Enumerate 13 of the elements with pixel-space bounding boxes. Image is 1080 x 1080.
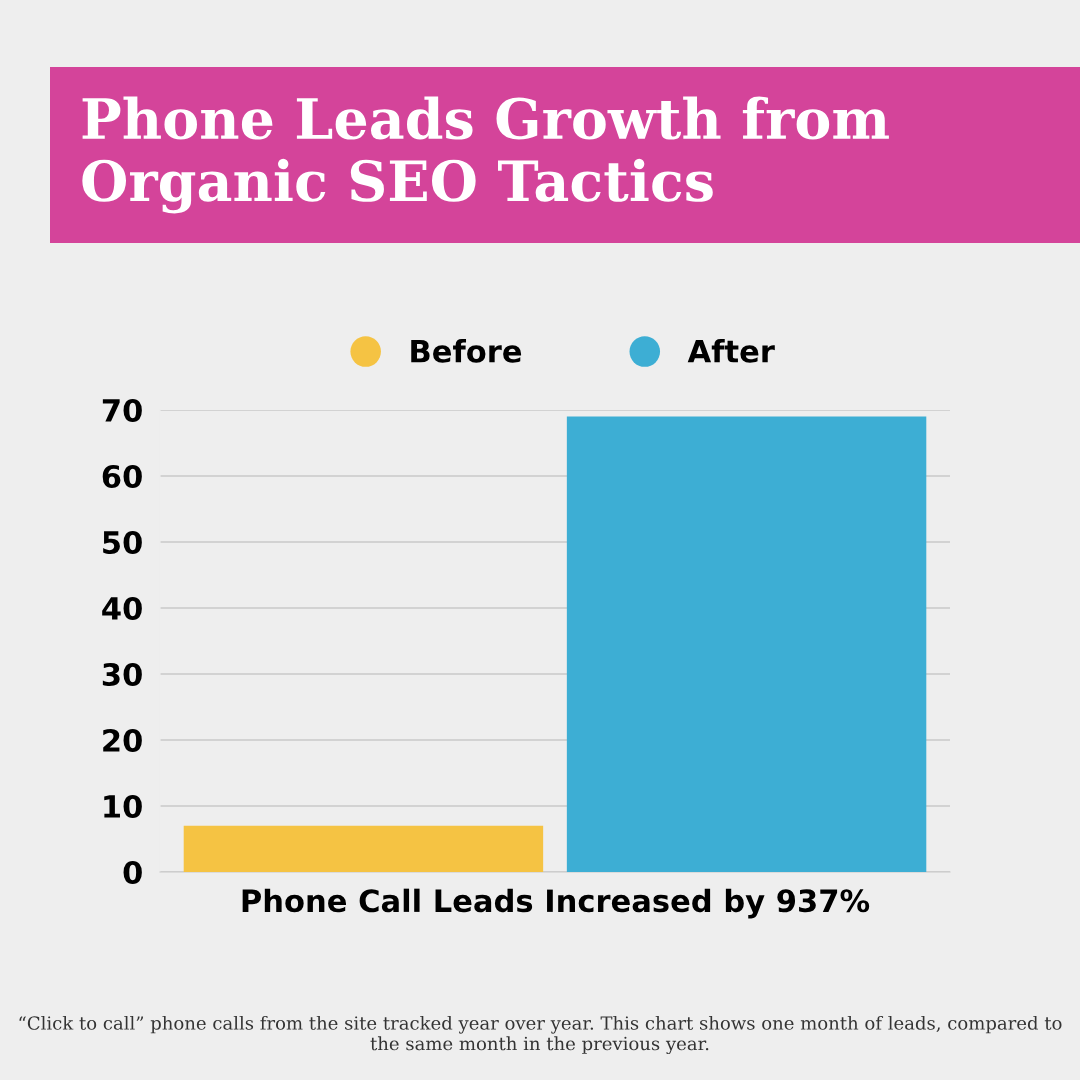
chart-title: Phone Leads Growth from Organic SEO Tactics	[82, 96, 889, 214]
legend-label: Before	[411, 339, 522, 363]
y-tick-label: 40	[102, 596, 142, 621]
y-tick-label: 60	[102, 464, 142, 489]
y-tick-label: 0	[123, 860, 142, 885]
y-tick-label: 20	[103, 728, 142, 753]
text: “Click to call” phone calls from the site tracked year over year. This chart shows one month of leads, compared to the same month in the previous year.	[19, 1015, 1062, 1055]
y-tick-label: 50	[103, 530, 142, 555]
y-tick-label: 70	[102, 398, 142, 423]
legend-label: After	[687, 339, 775, 363]
x-tick-label: Phone Call Leads Increased by 937%	[242, 888, 870, 919]
y-tick-label: 30	[102, 662, 142, 687]
y-tick-label: 10	[104, 794, 142, 819]
